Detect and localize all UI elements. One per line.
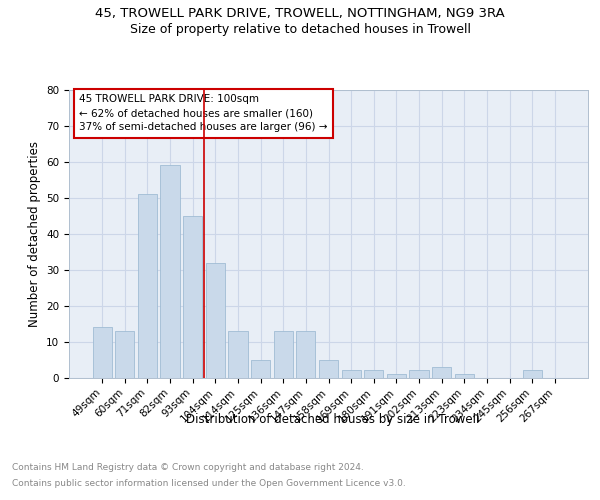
Bar bbox=[296, 331, 316, 378]
Text: Contains public sector information licensed under the Open Government Licence v3: Contains public sector information licen… bbox=[12, 478, 406, 488]
Text: 45, TROWELL PARK DRIVE, TROWELL, NOTTINGHAM, NG9 3RA: 45, TROWELL PARK DRIVE, TROWELL, NOTTING… bbox=[95, 8, 505, 20]
Text: 45 TROWELL PARK DRIVE: 100sqm
← 62% of detached houses are smaller (160)
37% of : 45 TROWELL PARK DRIVE: 100sqm ← 62% of d… bbox=[79, 94, 328, 132]
Bar bbox=[364, 370, 383, 378]
Bar bbox=[138, 194, 157, 378]
Bar bbox=[455, 374, 474, 378]
Bar bbox=[229, 331, 248, 378]
Bar bbox=[387, 374, 406, 378]
Bar bbox=[523, 370, 542, 378]
Bar bbox=[409, 370, 428, 378]
Bar bbox=[274, 331, 293, 378]
Bar bbox=[341, 370, 361, 378]
Y-axis label: Number of detached properties: Number of detached properties bbox=[28, 141, 41, 327]
Bar bbox=[183, 216, 202, 378]
Bar bbox=[432, 366, 451, 378]
Text: Distribution of detached houses by size in Trowell: Distribution of detached houses by size … bbox=[187, 412, 479, 426]
Text: Size of property relative to detached houses in Trowell: Size of property relative to detached ho… bbox=[130, 22, 470, 36]
Bar bbox=[92, 327, 112, 378]
Bar bbox=[206, 262, 225, 378]
Text: Contains HM Land Registry data © Crown copyright and database right 2024.: Contains HM Land Registry data © Crown c… bbox=[12, 464, 364, 472]
Bar bbox=[251, 360, 270, 378]
Bar bbox=[319, 360, 338, 378]
Bar bbox=[160, 166, 180, 378]
Bar bbox=[115, 331, 134, 378]
